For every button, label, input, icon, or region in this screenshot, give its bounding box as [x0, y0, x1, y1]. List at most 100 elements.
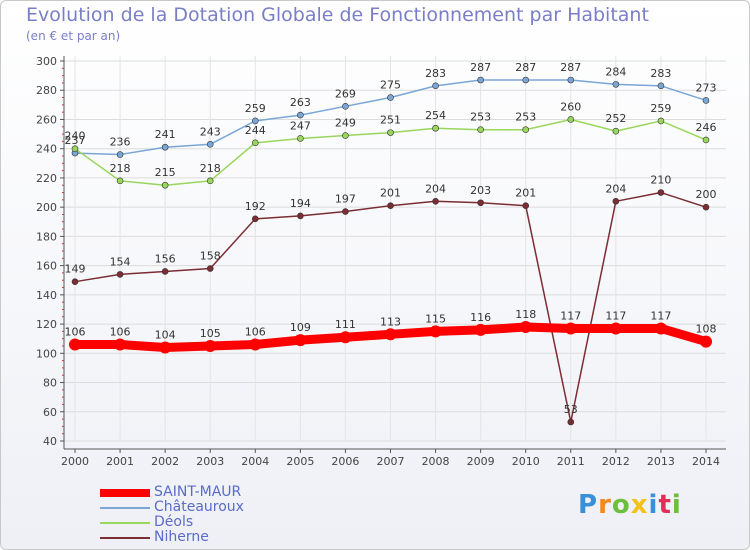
legend-swatch: [100, 521, 150, 524]
data-point: [564, 322, 577, 335]
y-tick-label: 120: [36, 318, 57, 331]
data-label: 204: [425, 182, 446, 195]
data-label: 106: [110, 326, 131, 339]
data-point: [294, 334, 307, 347]
data-point: [159, 341, 172, 354]
legend-item: Châteauroux: [100, 500, 244, 515]
data-point: [161, 143, 169, 151]
data-label: 201: [380, 187, 401, 200]
chart-title: Evolution de la Dotation Globale de Fonc…: [26, 4, 649, 26]
y-tick-label: 240: [36, 143, 57, 156]
data-point: [251, 117, 259, 125]
legend-swatch: [100, 536, 150, 539]
data-point: [249, 338, 262, 351]
data-label: 246: [696, 121, 717, 134]
data-point: [700, 335, 712, 348]
data-label: 215: [155, 166, 176, 179]
axis-layer: 40 60 80 100 120 140 160 180 200 220 240 260 280 300 2…: [36, 55, 726, 468]
data-label: 259: [650, 102, 671, 115]
legend-label: Déols: [154, 514, 194, 530]
data-point: [342, 132, 349, 139]
chart-legend: SAINT-MAUR Châteauroux Déols Niherne: [100, 485, 244, 545]
x-tick-label: 2013: [647, 455, 675, 468]
data-label: 287: [470, 61, 491, 74]
data-point: [342, 208, 349, 215]
legend-label: Châteauroux: [154, 499, 244, 515]
logo-letter: r: [598, 490, 612, 520]
legend-label: Niherne: [154, 529, 209, 545]
data-label: 117: [650, 309, 671, 322]
data-label: 197: [335, 193, 356, 206]
data-label: 273: [696, 81, 717, 94]
data-point: [116, 151, 124, 158]
data-label: 194: [290, 197, 311, 210]
data-point: [69, 338, 81, 351]
data-label: 200: [696, 188, 717, 201]
x-tick-label: 2008: [422, 455, 450, 468]
data-label: 203: [470, 184, 491, 197]
legend-item: Déols: [100, 515, 244, 530]
chart-subtitle: (en € et par an): [26, 29, 121, 43]
data-label: 117: [560, 309, 581, 322]
legend-swatch: [100, 488, 150, 497]
data-label: 236: [110, 136, 131, 149]
y-tick-label: 80: [43, 377, 57, 390]
x-tick-label: 2014: [692, 455, 720, 468]
x-tick-label: 2002: [151, 455, 179, 468]
data-point: [387, 129, 394, 136]
data-label: 254: [425, 109, 446, 122]
data-label: 237: [65, 134, 86, 147]
data-label: 263: [290, 96, 311, 109]
series-layer: [69, 76, 712, 426]
x-tick-label: 2011: [557, 455, 585, 468]
data-label: 117: [605, 309, 626, 322]
data-label: 111: [335, 318, 356, 331]
data-label: 210: [650, 174, 671, 187]
data-label: 156: [155, 252, 176, 265]
data-point: [477, 126, 484, 133]
data-point: [384, 328, 397, 341]
data-point: [161, 181, 169, 189]
data-label: 154: [110, 255, 131, 268]
legend-item: Niherne: [100, 530, 244, 545]
x-tick-label: 2012: [602, 455, 630, 468]
x-tick-label: 2009: [467, 455, 495, 468]
data-point: [609, 322, 622, 335]
logo-letter: o: [611, 490, 631, 520]
data-point: [387, 94, 394, 101]
y-tick-label: 140: [36, 289, 57, 302]
data-label: 109: [290, 321, 311, 334]
data-point: [567, 76, 575, 84]
legend-label: SAINT-MAUR: [154, 484, 242, 500]
data-point: [657, 189, 665, 196]
data-point: [654, 322, 667, 335]
data-label: 218: [200, 162, 221, 175]
data-label: 204: [605, 182, 626, 195]
data-point: [432, 124, 439, 132]
data-point: [702, 136, 710, 144]
data-point: [477, 199, 484, 207]
y-tick-label: 160: [36, 260, 57, 273]
data-label: 253: [515, 111, 536, 124]
data-label: 249: [335, 117, 356, 130]
data-label: 158: [200, 250, 221, 263]
y-tick-label: 220: [36, 172, 57, 185]
data-label: 260: [560, 100, 581, 113]
data-label: 244: [245, 124, 266, 137]
data-label: 106: [65, 326, 86, 339]
x-tick-label: 2007: [377, 455, 405, 468]
data-point: [612, 198, 620, 205]
data-label: 241: [155, 128, 176, 141]
data-point: [71, 278, 79, 285]
data-point: [161, 268, 169, 275]
data-point: [387, 202, 394, 209]
data-point: [522, 76, 530, 84]
data-point: [297, 212, 304, 220]
data-point: [339, 331, 352, 344]
x-tick-label: 2005: [286, 455, 314, 468]
data-label: 104: [155, 328, 176, 341]
data-label: 113: [380, 315, 401, 328]
y-tick-label: 200: [36, 201, 57, 214]
